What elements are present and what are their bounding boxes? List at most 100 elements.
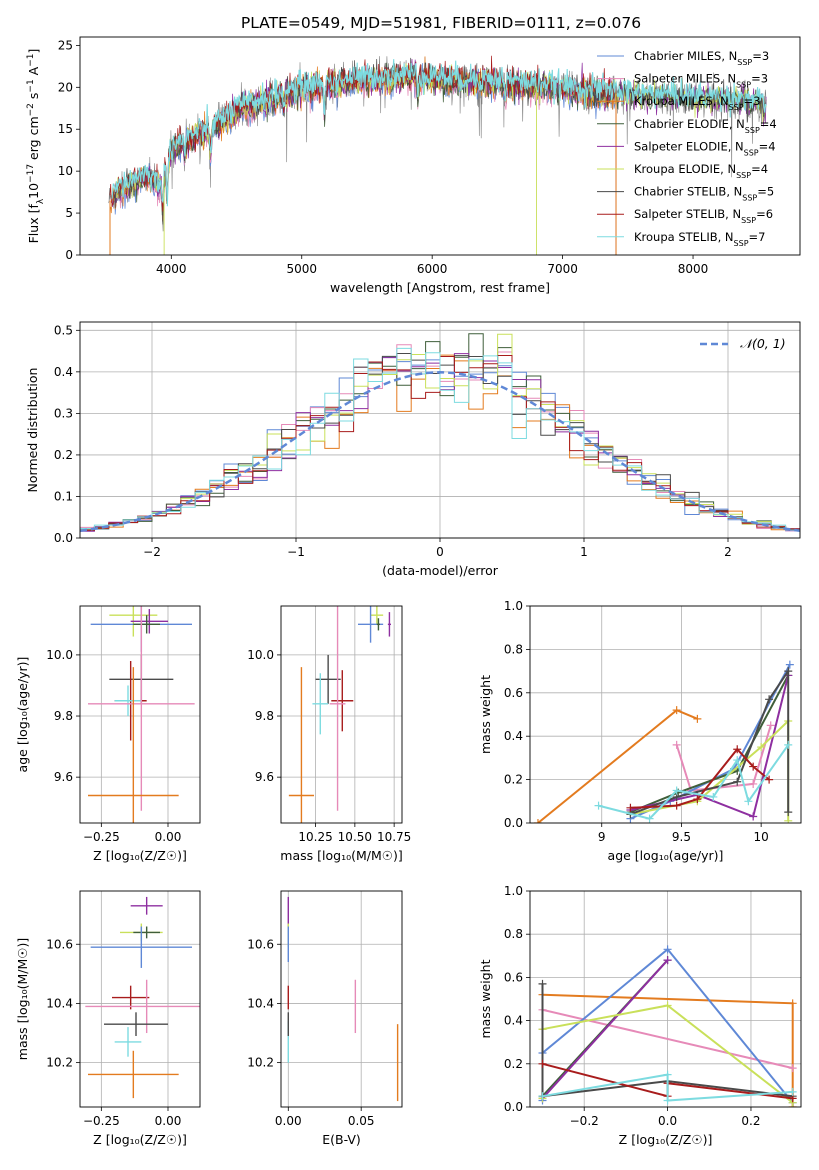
residual-histogram-x-tick-label: 1: [580, 545, 588, 559]
mass-vs-ebv-x-tick-label: 0.00: [275, 1114, 302, 1128]
series-marker: [784, 740, 793, 749]
legend-value: =3: [744, 94, 761, 108]
legend-value: =4: [759, 139, 776, 153]
spectrum-y-tick-label: 5: [65, 206, 73, 220]
residual-histogram-x-tick-label: −2: [143, 545, 161, 559]
legend-subscript: SSP: [741, 216, 756, 225]
age-vs-mass-xlabel: mass [log₁₀(M/M☉)]: [280, 848, 402, 863]
spectrum-y-tick-label: 10: [58, 164, 73, 178]
age-vs-mass-point-kroupa_stelib: [312, 673, 329, 735]
series-marker: [672, 706, 681, 715]
legend-value: =6: [756, 207, 773, 221]
series-marker: [594, 801, 603, 810]
legend-subscript: SSP: [736, 80, 751, 89]
series-marker: [733, 777, 742, 786]
figure-layer: 4000 5000 6000 7000 80000510152025wavelength…: [15, 14, 802, 1147]
series-line: [630, 747, 770, 809]
residual-histogram-y-tick-label: 0.4: [54, 365, 73, 379]
mass-vs-z-frame: [79, 890, 201, 1108]
spectrum-ylabel: Flux [fλ10−17 erg cm−2 s−1 A−1]: [26, 49, 46, 244]
legend-entry-normal: 𝒩(0, 1): [740, 336, 786, 351]
series-marker: [749, 812, 758, 821]
legend-subscript: SSP: [744, 148, 759, 157]
residual-histogram-x-tick-label: −1: [287, 545, 305, 559]
spectrum-x-tick-label: 7000: [547, 262, 578, 276]
age-vs-z-ylabel: age [log₁₀(age/yr)]: [15, 657, 30, 773]
residual-histogram-y-tick-label: 0.1: [54, 489, 73, 503]
age-vs-mass-point-kroupa_miles: [288, 667, 314, 823]
mass-vs-z-y-tick-label: 10.6: [46, 937, 73, 951]
spectrum-x-tick-label: 5000: [286, 262, 317, 276]
mass-weight-vs-age-y-tick-label: 0.0: [504, 816, 523, 830]
legend-entry-kroupa_miles: Kroupa MILES, NSSP=3: [634, 94, 760, 112]
residual-histogram-xlabel: (data-model)/error: [382, 563, 499, 578]
legend-label: Salpeter MILES, N: [634, 72, 736, 86]
mass-weight-vs-z-y-tick-label: 0.4: [504, 1014, 523, 1028]
age-vs-z-frame: [79, 605, 201, 824]
legend-value: =3: [751, 72, 768, 86]
series-marker: [733, 745, 742, 754]
residual-histogram-y-tick-label: 0.0: [54, 531, 73, 545]
mass-vs-z-y-tick-label: 10.4: [46, 996, 73, 1010]
mass-weight-vs-age-series: [533, 660, 794, 823]
legend-label: Chabrier MILES, N: [634, 49, 737, 63]
legend-label: Salpeter STELIB, N: [634, 207, 741, 221]
spectrum-y-tick-label: 20: [58, 80, 73, 94]
spectrum-y-tick-label: 0: [65, 248, 73, 262]
spectrum-ylabel-part: ]: [26, 49, 41, 54]
legend-subscript: SSP: [737, 58, 752, 67]
mass-weight-vs-age-y-tick-label: 0.6: [504, 686, 523, 700]
spectrum-ylabel-part: 10: [26, 183, 41, 199]
series-line: [542, 1073, 793, 1102]
legend-subscript: SSP: [734, 238, 749, 247]
series-marker: [672, 786, 681, 795]
series-marker: [785, 660, 794, 669]
legend-label: Kroupa MILES, N: [634, 94, 729, 108]
mass-vs-ebv-x-tick-label: 0.05: [348, 1114, 375, 1128]
legend-entry-salpeter_stelib: Salpeter STELIB, NSSP=6: [634, 207, 773, 225]
hist-frame: [79, 321, 801, 539]
legend-entry-chabrier_miles: Chabrier MILES, NSSP=3: [634, 49, 769, 67]
spectrum-frame: [79, 36, 801, 256]
age-vs-mass-point-salpeter_stelib: [331, 670, 354, 732]
legend-entry-chabrier_elodie: Chabrier ELODIE, NSSP=4: [634, 117, 777, 135]
series-marker: [626, 803, 635, 812]
legend-entry-chabrier_stelib: Chabrier STELIB, NSSP=5: [634, 185, 774, 203]
mass-weight-vs-z-x-tick-label: −0.2: [570, 1114, 599, 1128]
legend-entry-kroupa_stelib: Kroupa STELIB, NSSP=7: [634, 230, 765, 248]
mass-vs-ebv-ticks: 0.00 0.05 10.2 10.4 10.6: [247, 937, 374, 1128]
legend-subscript: SSP: [729, 103, 744, 112]
legend-label: Kroupa STELIB, N: [634, 230, 734, 244]
mass-vs-z-grid: [80, 891, 200, 1107]
spectrum-x-tick-label: 8000: [678, 262, 709, 276]
mass-weight-vs-age-y-tick-label: 0.4: [504, 729, 523, 743]
normal-curve-line: [80, 371, 800, 532]
mass-vs-ebv-xlabel: E(B-V): [322, 1132, 361, 1147]
series-marker: [709, 792, 718, 801]
age-vs-z-y-tick-label: 9.8: [54, 709, 73, 723]
age-vs-z-x-tick-label: 0.00: [155, 830, 182, 844]
mass-weight-vs-z-xlabel: Z [log₁₀(Z/Z☉)]: [619, 1132, 713, 1147]
spectrum-ylabel-part: −17: [26, 164, 36, 183]
legend-value: =4: [751, 162, 768, 176]
series-line: [675, 725, 772, 792]
series-marker: [672, 801, 681, 810]
mass-vs-z-y-tick-label: 10.2: [46, 1056, 73, 1070]
age-vs-z-y-tick-label: 9.6: [54, 770, 73, 784]
series-marker: [533, 819, 542, 823]
mass-vs-z-point-chabrier_miles: [90, 926, 192, 968]
spectrum-ylabel-part: s: [26, 93, 41, 104]
spectrum-x-tick-label: 6000: [417, 262, 448, 276]
legend-label: Kroupa ELODIE, N: [634, 162, 736, 176]
mass-weight-vs-age-x-tick-label: 9.5: [672, 830, 691, 844]
mass-vs-ebv-y-tick-label: 10.6: [247, 937, 274, 951]
mass-vs-ebv-y-tick-label: 10.4: [247, 996, 274, 1010]
mass-vs-z-point-salpeter_stelib: [112, 985, 150, 1010]
mass-vs-ebv-frame: [280, 890, 403, 1108]
mass-weight-vs-z-ticks: −0.2 0.0 0.2 0.0 0.2 0.4 0.6 0.8 1.0: [504, 884, 761, 1128]
spectrum-y-tick-label: 15: [58, 122, 73, 136]
mass-vs-z-points: [85, 896, 200, 1099]
legend-label: Chabrier ELODIE, N: [634, 117, 745, 131]
residual-histogram-x-tick-label: 2: [724, 545, 732, 559]
